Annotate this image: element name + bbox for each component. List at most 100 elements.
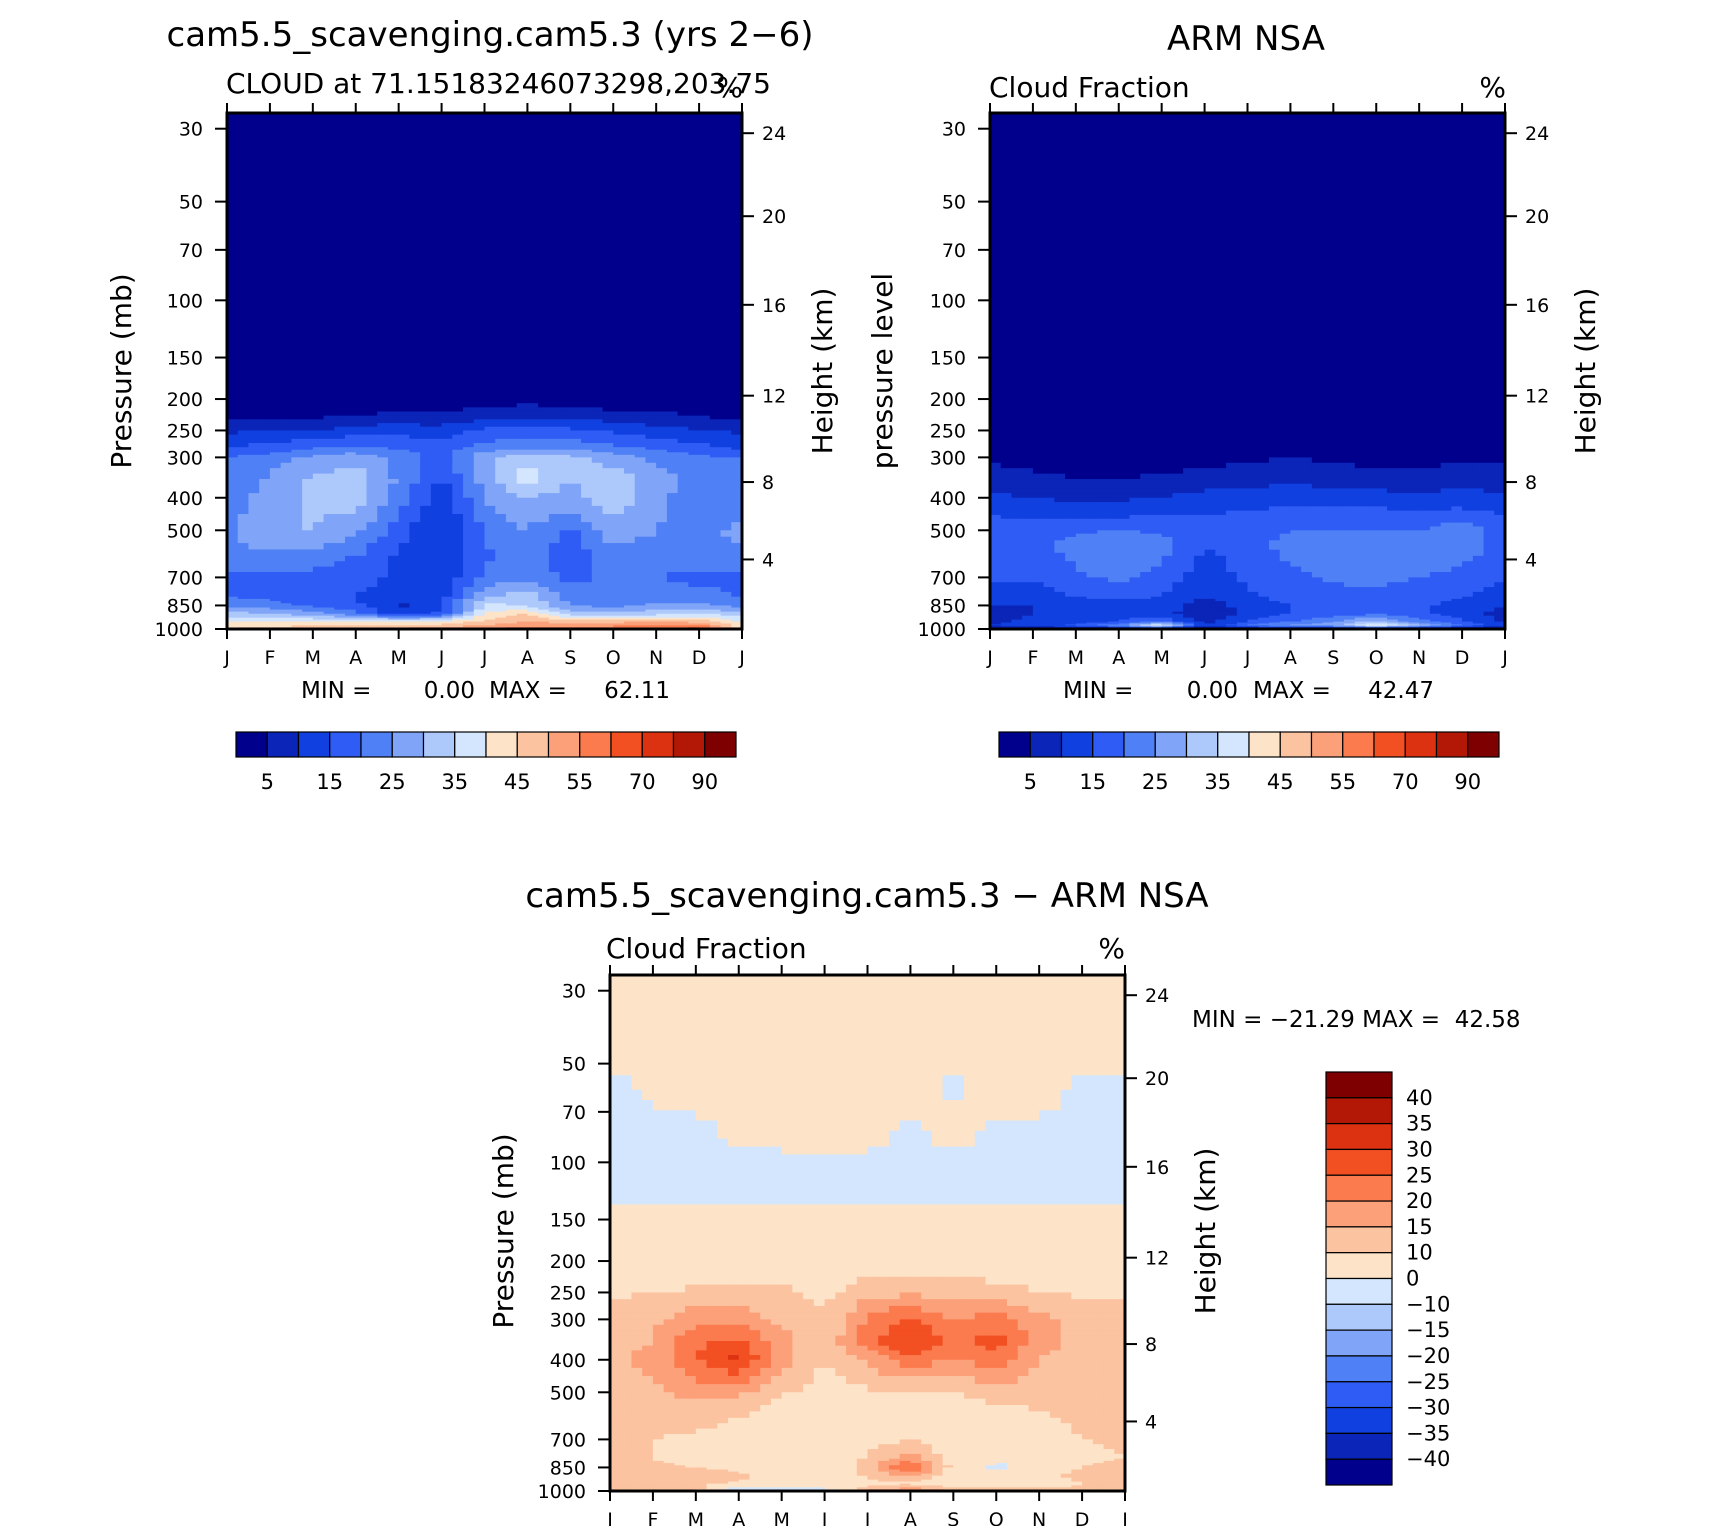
contour-cell [1247, 457, 1259, 464]
contour-cell [409, 388, 421, 400]
contour-cell [420, 601, 432, 604]
contour-cell [441, 399, 453, 404]
contour-cell [1075, 457, 1088, 464]
y2-tick-label: 8 [762, 472, 774, 494]
contour-cell [666, 407, 679, 413]
contour-cell [548, 235, 561, 297]
contour-cell [312, 411, 325, 417]
contour-cell [645, 462, 657, 469]
contour-cell [731, 555, 743, 562]
contour-cell [1193, 549, 1206, 554]
contour-cell [323, 522, 335, 531]
contour-cell [1043, 192, 1055, 273]
contour-cell [677, 430, 689, 436]
contour-cell [699, 601, 711, 604]
contour-cell [1365, 450, 1377, 458]
contour-cell [1483, 430, 1495, 438]
contour-cell [527, 615, 539, 619]
contour-cell [312, 235, 325, 297]
contour-cell [656, 514, 668, 523]
contour-cell [495, 235, 507, 297]
contour-cell [1054, 113, 1066, 193]
contour-cell [634, 357, 647, 369]
contour-cell [473, 357, 486, 369]
contour-cell [1333, 437, 1345, 445]
contour-cell [1043, 577, 1055, 583]
contour-cell [634, 430, 647, 436]
contour-cell [591, 587, 604, 593]
contour-cell [409, 452, 421, 456]
contour-cell [516, 493, 529, 499]
contour-cell [1118, 549, 1131, 554]
contour-cell [1462, 533, 1474, 538]
contour-cell [355, 497, 368, 507]
contour-cell [709, 473, 722, 480]
contour-cell [323, 411, 335, 417]
contour-cell [1247, 540, 1259, 545]
contour-cell [280, 411, 292, 417]
contour-cell [688, 423, 700, 428]
contour-cell [302, 113, 314, 175]
contour-cell [280, 611, 292, 615]
contour-cell [623, 572, 636, 578]
contour-cell [1204, 450, 1216, 458]
contour-cell [677, 483, 689, 489]
contour-cell [581, 514, 593, 523]
contour-cell [409, 378, 421, 390]
contour-cell [613, 543, 625, 551]
contour-cell [430, 454, 443, 458]
contour-cell [1226, 437, 1238, 445]
contour-cell [699, 625, 711, 628]
contour-cell [720, 522, 732, 531]
contour-cell [1397, 540, 1410, 545]
contour-cell [666, 367, 679, 379]
contour-cell [452, 473, 464, 480]
contour-cell [1108, 497, 1120, 503]
contour-cell [1301, 533, 1313, 538]
contour-cell [259, 403, 271, 408]
contour-cell [409, 447, 421, 451]
contour-cell [699, 613, 711, 617]
contour-cell [538, 623, 550, 626]
contour-cell [634, 407, 647, 413]
contour-cell [291, 449, 303, 453]
contour-cell [623, 449, 636, 453]
contour-cell [1472, 522, 1485, 528]
contour-cell [398, 296, 410, 359]
contour-cell [1408, 450, 1420, 458]
contour-cell [591, 388, 604, 400]
contour-cell [699, 591, 711, 598]
contour-cell [591, 419, 604, 424]
contour-cell [731, 572, 743, 578]
contour-cell [473, 522, 486, 531]
contour-cell [323, 497, 335, 507]
contour-cell [463, 113, 475, 175]
contour-cell [237, 522, 250, 531]
contour-cell [366, 468, 378, 475]
contour-cell [1290, 502, 1302, 507]
contour-cell [366, 555, 378, 562]
contour-cell [688, 591, 700, 598]
contour-cell [666, 447, 679, 451]
contour-cell [495, 468, 507, 475]
contour-cell [441, 601, 453, 604]
contour-cell [1247, 271, 1259, 352]
contour-cell [516, 549, 529, 557]
contour-cell [602, 530, 614, 538]
contour-cell [1108, 577, 1120, 583]
contour-cell [1236, 443, 1249, 452]
contour-cell [731, 615, 743, 619]
contour-cell [1451, 192, 1463, 273]
contour-cell [559, 447, 571, 451]
contour-cell [227, 452, 239, 456]
contour-cell [699, 505, 711, 515]
contour-cell [1301, 468, 1313, 475]
contour-cell [516, 530, 529, 538]
contour-cell [473, 591, 486, 598]
contour-cell [1011, 351, 1023, 432]
contour-cell [484, 582, 496, 588]
contour-cell [699, 582, 711, 588]
contour-cell [1386, 113, 1399, 193]
contour-cell [1215, 443, 1227, 452]
contour-cell [1086, 540, 1098, 545]
